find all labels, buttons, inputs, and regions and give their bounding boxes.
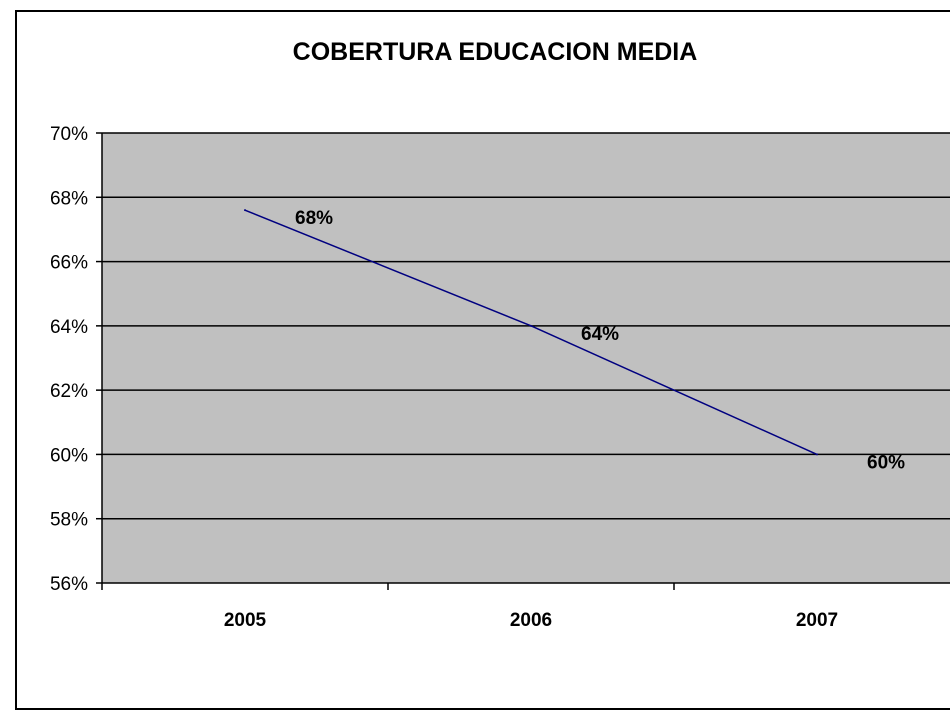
y-tick-label: 56%: [50, 574, 88, 595]
y-tick-label: 58%: [50, 510, 88, 531]
x-tick-label: 2005: [224, 610, 267, 631]
data-point: [244, 209, 246, 212]
plot-area: [102, 133, 950, 583]
y-tick-label: 62%: [50, 381, 88, 402]
data-labels: 68% 64% 60%: [295, 208, 905, 473]
data-label: 64%: [581, 324, 619, 345]
data-label: 68%: [295, 208, 333, 229]
y-tick-label: 64%: [50, 317, 88, 338]
x-tick-label: 2007: [796, 610, 838, 631]
data-label: 60%: [867, 452, 905, 473]
chart-title: COBERTURA EDUCACION MEDIA: [292, 38, 698, 66]
y-tick-label: 68%: [50, 188, 88, 209]
x-tick-label: 2006: [510, 610, 552, 631]
x-ticks: 2005 2006 2007: [101, 583, 838, 631]
series-group: [244, 209, 818, 456]
y-tick-label: 60%: [50, 445, 88, 466]
line-chart: 56% 58% 60% 62% 64% 66% 68% 70% 2005 2006 2007 68…: [50, 124, 950, 631]
y-tick-label: 66%: [50, 253, 88, 274]
y-tick-label: 70%: [50, 124, 88, 145]
data-point: [530, 324, 532, 327]
y-ticks: 56% 58% 60% 62% 64% 66% 68% 70%: [50, 124, 102, 595]
data-point: [816, 453, 818, 456]
gridlines: [102, 132, 950, 520]
